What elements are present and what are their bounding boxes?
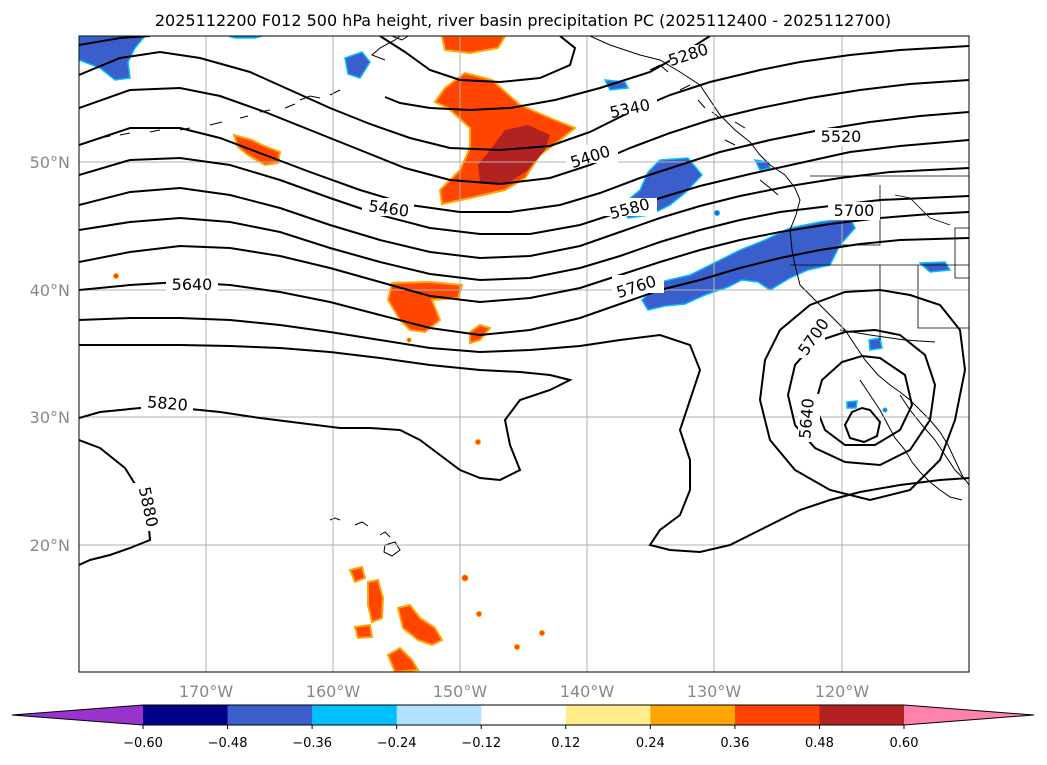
positive-anomaly-dot	[476, 611, 482, 617]
alaska-coast	[391, 36, 409, 41]
colorbar-extend-min	[12, 705, 143, 725]
strong-anomaly-area	[478, 125, 550, 185]
low-ring-2	[786, 328, 937, 467]
contour-5280-ring	[379, 36, 577, 84]
positive-anomaly-dot	[539, 630, 545, 636]
plot-area: 5280 5340 5400 5460 5520 5580 5640 5700 …	[79, 36, 969, 672]
contour-5280-west	[79, 36, 151, 46]
contour-5340	[79, 45, 969, 152]
baja-coast	[859, 379, 963, 501]
lat-labels: 50°N 40°N 30°N 20°N	[30, 153, 70, 555]
contour-5820-inner	[79, 344, 573, 482]
positive-anomaly-area	[367, 578, 385, 624]
border-line	[894, 194, 951, 226]
lon-label: 120°W	[815, 682, 870, 701]
contour-5520	[79, 139, 969, 235]
positive-precip-anomalies	[113, 36, 577, 672]
contour-5820	[79, 317, 969, 554]
colorbar-segment	[227, 705, 313, 725]
lon-label: 150°W	[433, 682, 488, 701]
positive-anomaly-area	[386, 646, 420, 672]
colorbar-tick-label: 0.36	[720, 736, 749, 751]
lat-label: 30°N	[30, 408, 70, 427]
colorbar-tick-label: −0.12	[461, 736, 501, 751]
positive-anomaly-area	[386, 280, 464, 334]
negative-anomaly-area	[344, 51, 371, 79]
colorbar-tick-label: −0.48	[208, 736, 248, 751]
hawaii-islands	[329, 517, 401, 557]
colorbar-segments	[12, 705, 1034, 725]
colorbar-segment	[481, 705, 567, 725]
colorbar-tick-label: 0.24	[636, 736, 665, 751]
gridlines	[79, 36, 969, 672]
lon-labels: 170°W 160°W 150°W 140°W 130°W 120°W	[179, 682, 870, 701]
positive-anomaly-area	[348, 565, 367, 584]
border-line	[917, 265, 969, 329]
colorbar-tick-label: 0.48	[805, 736, 834, 751]
plot-frame	[78, 35, 970, 673]
colorbar-tick-label: 0.12	[551, 736, 580, 751]
colorbar-segment	[565, 705, 651, 725]
positive-anomaly-dot	[406, 337, 412, 343]
contour-label: 5520	[821, 127, 862, 146]
colorbar-tick-label: −0.36	[292, 736, 332, 751]
colorbar-segment	[396, 705, 482, 725]
positive-anomaly-dot	[475, 439, 481, 445]
colorbar-tick-label: −0.60	[123, 736, 163, 751]
contour-5400	[79, 79, 969, 186]
colorbar-segment	[734, 705, 820, 725]
colorbar-segment	[650, 705, 736, 725]
colorbar: −0.60 −0.48 −0.36 −0.24 −0.12 0.12 0.24 0.36 0.4…	[11, 704, 1035, 751]
positive-anomaly-area	[232, 133, 282, 167]
border-line	[954, 227, 969, 279]
contour-label: 5700	[834, 201, 875, 220]
low-ring-1	[758, 288, 967, 502]
contour-5760	[79, 237, 969, 337]
lon-label: 140°W	[560, 682, 615, 701]
colorbar-extend-max	[904, 705, 1034, 725]
positive-anomaly-dot	[113, 273, 119, 279]
low-ring-4	[843, 406, 882, 444]
contour-label: 5820	[146, 392, 188, 414]
negative-anomaly-dot	[714, 210, 720, 216]
lat-label: 20°N	[30, 536, 70, 555]
lat-label: 50°N	[30, 153, 70, 172]
contour-5280	[384, 36, 711, 112]
contour-5460	[79, 111, 969, 213]
positive-anomaly-dot	[461, 574, 469, 582]
negative-anomaly-area	[868, 337, 883, 351]
mexico-border	[839, 329, 936, 343]
lon-label: 130°W	[687, 682, 742, 701]
positive-anomaly-area	[440, 36, 507, 55]
lon-label: 160°W	[306, 682, 361, 701]
state-borders	[790, 175, 969, 340]
negative-anomaly-area	[846, 400, 858, 409]
contour-label: 5640	[172, 275, 213, 294]
colorbar-segment	[143, 705, 229, 725]
colorbar-tick-label: 0.60	[890, 736, 919, 751]
colorbar-segment	[312, 705, 398, 725]
colorbar-segment	[819, 705, 905, 725]
contour-label: 5640	[795, 397, 817, 439]
map-title: 2025112200 F012 500 hPa height, river ba…	[155, 11, 891, 30]
lon-label: 170°W	[179, 682, 234, 701]
contour-5580	[79, 167, 969, 260]
positive-anomaly-area	[353, 623, 374, 640]
positive-anomaly-dot	[514, 644, 520, 650]
contour-5700	[79, 211, 969, 304]
positive-anomaly-area	[396, 603, 444, 647]
colorbar-ticks: −0.60 −0.48 −0.36 −0.24 −0.12 0.12 0.24 0.36 0.4…	[123, 725, 918, 751]
colorbar-tick-label: −0.24	[377, 736, 417, 751]
negative-anomaly-dot	[882, 407, 888, 413]
negative-anomaly-area	[79, 36, 146, 81]
low-ring-3	[813, 354, 914, 446]
contour-5640	[79, 195, 969, 282]
negative-anomaly-area	[918, 261, 952, 273]
bc-islands	[649, 64, 779, 196]
height-contours	[79, 36, 969, 566]
lat-label: 40°N	[30, 281, 70, 300]
alaska-coast	[371, 36, 401, 61]
